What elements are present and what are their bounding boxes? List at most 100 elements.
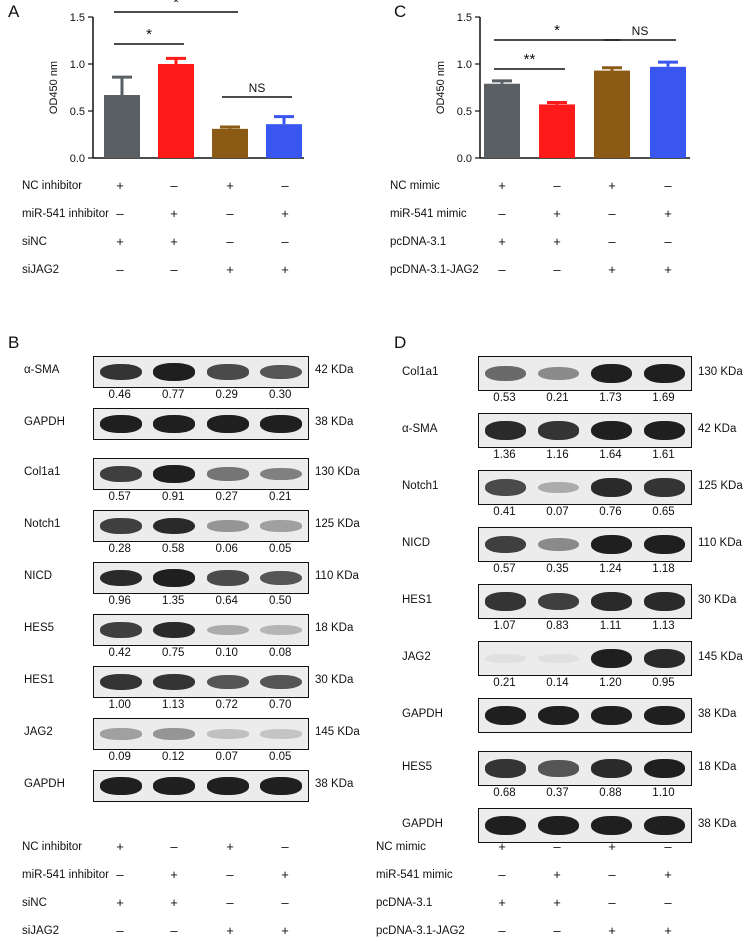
western-blot-band	[99, 728, 142, 740]
band-density-value: 0.37	[546, 787, 569, 799]
condition-label-3: siNC	[22, 897, 47, 909]
blot-protein-label: α-SMA	[24, 364, 60, 376]
western-blot-band	[153, 621, 196, 639]
blot-protein-label: GAPDH	[24, 778, 65, 790]
condition-sign: –	[664, 839, 672, 854]
blot-kda-label: 125 KDa	[698, 479, 743, 492]
western-blot-band	[643, 649, 686, 668]
band-density-value: 0.21	[493, 677, 516, 689]
condition-sign: –	[226, 234, 234, 249]
band-density-value: 0.76	[599, 506, 622, 518]
band-density-value: 0.57	[493, 563, 516, 575]
band-density-value: 0.75	[162, 647, 185, 659]
condition-sign: –	[116, 923, 124, 938]
panel-b-letter: B	[8, 333, 20, 352]
panel-a-bar-chart: 0.0 0.5 1.0 1.5 OD450 nm * * NS	[48, 0, 304, 165]
western-blot-strip	[93, 458, 309, 490]
band-density-value: 1.35	[162, 595, 185, 607]
western-blot-band	[260, 729, 303, 739]
condition-label-4: siJAG2	[22, 264, 60, 276]
western-blot-strip	[478, 808, 692, 843]
band-density-value: 0.88	[599, 787, 622, 799]
band-density-value: 0.21	[546, 392, 569, 404]
band-density-value: 0.07	[215, 751, 238, 763]
western-blot-band	[590, 759, 633, 778]
blot-protein-label: HES5	[402, 760, 433, 773]
blot-kda-label: 30 KDa	[698, 593, 737, 606]
western-blot-band	[99, 622, 142, 638]
condition-sign: +	[608, 178, 616, 193]
western-blot-band	[153, 673, 196, 691]
condition-label-2: miR-541 inhibitor	[22, 208, 109, 220]
blot-protein-label: GAPDH	[24, 416, 65, 428]
condition-label-1: NC mimic	[376, 841, 426, 853]
blot-protein-label: HES1	[24, 674, 55, 686]
band-density-value: 0.58	[162, 543, 185, 555]
band-density-value: 0.10	[215, 647, 238, 659]
blot-kda-label: 145 KDa	[698, 650, 743, 663]
blot-kda-label: 42 KDa	[698, 422, 737, 435]
panel-a-bar-4	[266, 124, 302, 158]
blot-protein-label: JAG2	[402, 650, 431, 663]
panel-c-significance-label-2: *	[554, 22, 560, 39]
condition-sign: –	[116, 262, 124, 277]
band-density-value: 0.35	[546, 563, 569, 575]
panel-c-ytick-label: 1.5	[457, 12, 472, 24]
condition-sign: –	[498, 923, 506, 938]
condition-sign: +	[608, 839, 616, 854]
band-density-value: 1.13	[652, 620, 675, 632]
western-blot-band	[99, 777, 142, 795]
condition-sign: –	[281, 895, 289, 910]
western-blot-band	[643, 758, 686, 779]
condition-sign: +	[498, 178, 506, 193]
western-blot-band	[643, 363, 686, 384]
western-blot-band	[260, 570, 303, 586]
condition-sign: –	[170, 178, 178, 193]
condition-sign: +	[170, 895, 178, 910]
condition-sign: +	[498, 839, 506, 854]
western-blot-band	[260, 624, 303, 636]
band-density-value: 0.14	[546, 677, 569, 689]
blot-kda-label: 130 KDa	[315, 466, 360, 478]
western-blot-band	[643, 815, 686, 836]
western-blot-band	[590, 420, 633, 441]
band-density-value: 0.05	[269, 543, 292, 555]
panel-a-significance-label-3: NS	[249, 81, 266, 95]
condition-sign: –	[281, 839, 289, 854]
condition-sign: +	[226, 178, 234, 193]
condition-sign: –	[664, 234, 672, 249]
band-density-value: 0.05	[269, 751, 292, 763]
western-blot-band	[537, 366, 580, 381]
band-density-value: 0.46	[108, 389, 131, 401]
condition-sign: –	[226, 206, 234, 221]
band-density-value: 0.72	[215, 699, 238, 711]
blot-kda-label: 110 KDa	[698, 536, 742, 549]
band-density-value: 0.96	[108, 595, 131, 607]
western-blot-strip	[478, 413, 692, 448]
panel-c-bar-2	[539, 104, 575, 158]
blot-protein-label: Col1a1	[402, 365, 439, 378]
western-blot-band	[260, 777, 303, 795]
band-density-value: 0.08	[269, 647, 292, 659]
condition-label-2: miR-541 mimic	[390, 208, 467, 220]
western-blot-band	[206, 777, 249, 795]
condition-sign: +	[226, 262, 234, 277]
western-blot-band	[99, 518, 142, 534]
western-blot-band	[484, 705, 527, 726]
panel-c-ytick-label: 0.5	[457, 106, 472, 118]
blot-kda-label: 42 KDa	[315, 364, 354, 376]
panel-a-ytick-label: 1.5	[70, 12, 85, 24]
blot-protein-label: NICD	[402, 536, 431, 549]
western-blot-band	[590, 363, 633, 384]
western-blot-strip	[93, 666, 309, 698]
band-density-value: 1.61	[652, 449, 675, 461]
condition-sign: +	[281, 206, 289, 221]
western-blot-band	[484, 535, 527, 554]
western-blot-band	[99, 569, 142, 587]
blot-kda-label: 30 KDa	[315, 674, 354, 686]
condition-sign: +	[664, 923, 672, 938]
western-blot-band	[153, 415, 196, 433]
condition-sign: +	[664, 206, 672, 221]
condition-sign: –	[553, 923, 561, 938]
panel-a-ytick-label: 1.0	[70, 59, 85, 71]
